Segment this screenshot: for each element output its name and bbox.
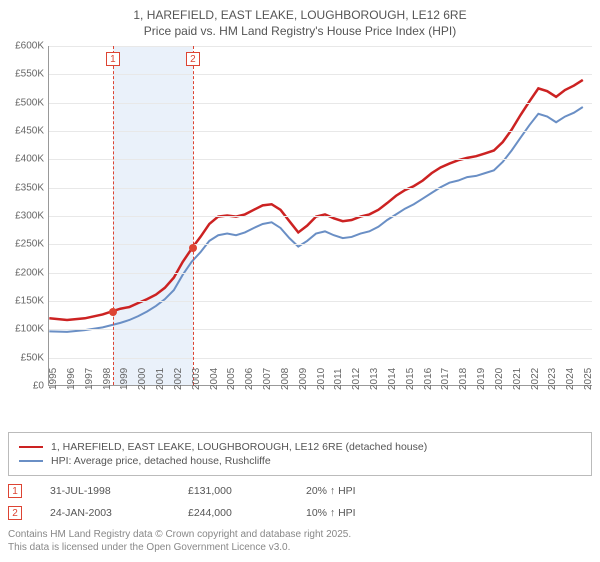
y-tick-label: £250K bbox=[15, 239, 44, 250]
sale-price: £244,000 bbox=[188, 507, 278, 519]
y-tick-label: £150K bbox=[15, 296, 44, 307]
gridline bbox=[49, 301, 592, 302]
y-tick-label: £550K bbox=[15, 69, 44, 80]
y-tick-label: £500K bbox=[15, 97, 44, 108]
x-tick-label: 2012 bbox=[351, 368, 362, 390]
x-tick-label: 2021 bbox=[512, 368, 523, 390]
y-tick-label: £100K bbox=[15, 324, 44, 335]
x-tick-label: 2005 bbox=[226, 368, 237, 390]
chart-container: £0 £50K £100K £150K £200K £250K £300K £350K £400… bbox=[8, 46, 592, 426]
x-tick-label: 2007 bbox=[262, 368, 273, 390]
x-tick-label: 2020 bbox=[494, 368, 505, 390]
x-tick-label: 2022 bbox=[530, 368, 541, 390]
legend-box: 1, HAREFIELD, EAST LEAKE, LOUGHBOROUGH, … bbox=[8, 432, 592, 476]
y-tick-label: £0 bbox=[33, 381, 44, 392]
sale-delta: 10% ↑ HPI bbox=[306, 507, 356, 519]
sale-delta: 20% ↑ HPI bbox=[306, 485, 356, 497]
x-tick-label: 2002 bbox=[173, 368, 184, 390]
marker-dot bbox=[109, 308, 117, 316]
legend-item: 1, HAREFIELD, EAST LEAKE, LOUGHBOROUGH, … bbox=[19, 441, 581, 453]
sale-badge: 2 bbox=[8, 506, 22, 520]
x-tick-label: 2019 bbox=[476, 368, 487, 390]
x-tick-label: 1999 bbox=[119, 368, 130, 390]
marker-line bbox=[113, 46, 114, 385]
x-tick-label: 1996 bbox=[66, 368, 77, 390]
legend-label: 1, HAREFIELD, EAST LEAKE, LOUGHBOROUGH, … bbox=[51, 441, 427, 453]
y-tick-label: £50K bbox=[21, 352, 44, 363]
gridline bbox=[49, 46, 592, 47]
gridline bbox=[49, 244, 592, 245]
series-price_paid bbox=[49, 80, 583, 320]
x-tick-label: 2023 bbox=[547, 368, 558, 390]
legend-swatch bbox=[19, 460, 43, 462]
marker-line bbox=[193, 46, 194, 385]
y-tick-label: £600K bbox=[15, 41, 44, 52]
y-tick-label: £350K bbox=[15, 182, 44, 193]
gridline bbox=[49, 131, 592, 132]
sale-date: 24-JAN-2003 bbox=[50, 507, 160, 519]
footnote-line2: This data is licensed under the Open Gov… bbox=[8, 541, 592, 554]
sale-row: 2 24-JAN-2003 £244,000 10% ↑ HPI bbox=[8, 506, 592, 520]
x-tick-label: 2018 bbox=[458, 368, 469, 390]
chart-title-line2: Price paid vs. HM Land Registry's House … bbox=[8, 24, 592, 38]
x-tick-label: 2017 bbox=[440, 368, 451, 390]
marker-badge: 1 bbox=[106, 52, 120, 66]
y-tick-label: £300K bbox=[15, 211, 44, 222]
gridline bbox=[49, 188, 592, 189]
gridline bbox=[49, 74, 592, 75]
footnote-line1: Contains HM Land Registry data © Crown c… bbox=[8, 528, 592, 541]
legend-item: HPI: Average price, detached house, Rush… bbox=[19, 455, 581, 467]
legend-label: HPI: Average price, detached house, Rush… bbox=[51, 455, 271, 467]
x-tick-label: 1997 bbox=[84, 368, 95, 390]
y-tick-label: £400K bbox=[15, 154, 44, 165]
marker-dot bbox=[189, 244, 197, 252]
x-tick-label: 2015 bbox=[405, 368, 416, 390]
x-tick-label: 2025 bbox=[583, 368, 594, 390]
x-tick-label: 2016 bbox=[423, 368, 434, 390]
y-axis: £0£50K£100K£150K£200K£250K£300K£350K£400… bbox=[8, 46, 48, 386]
x-tick-label: 1998 bbox=[102, 368, 113, 390]
x-tick-label: 2010 bbox=[316, 368, 327, 390]
x-tick-label: 2013 bbox=[369, 368, 380, 390]
x-tick-label: 2008 bbox=[280, 368, 291, 390]
gridline bbox=[49, 329, 592, 330]
gridline bbox=[49, 358, 592, 359]
x-tick-label: 1995 bbox=[48, 368, 59, 390]
y-tick-label: £450K bbox=[15, 126, 44, 137]
plot-area: 12 bbox=[48, 46, 592, 386]
x-tick-label: 2001 bbox=[155, 368, 166, 390]
x-tick-label: 2003 bbox=[191, 368, 202, 390]
legend-swatch bbox=[19, 446, 43, 448]
gridline bbox=[49, 216, 592, 217]
sale-date: 31-JUL-1998 bbox=[50, 485, 160, 497]
sales-list: 1 31-JUL-1998 £131,000 20% ↑ HPI 2 24-JAN-200… bbox=[8, 484, 592, 520]
x-axis: 1995199619971998199920002001200220032004… bbox=[48, 386, 592, 426]
marker-badge: 2 bbox=[186, 52, 200, 66]
x-tick-label: 2011 bbox=[333, 368, 344, 390]
footnote: Contains HM Land Registry data © Crown c… bbox=[8, 528, 592, 554]
sale-badge: 1 bbox=[8, 484, 22, 498]
chart-title-line1: 1, HAREFIELD, EAST LEAKE, LOUGHBOROUGH, … bbox=[8, 8, 592, 22]
x-tick-label: 2004 bbox=[209, 368, 220, 390]
x-tick-label: 2000 bbox=[137, 368, 148, 390]
sale-price: £131,000 bbox=[188, 485, 278, 497]
x-tick-label: 2014 bbox=[387, 368, 398, 390]
gridline bbox=[49, 103, 592, 104]
gridline bbox=[49, 159, 592, 160]
x-tick-label: 2009 bbox=[298, 368, 309, 390]
gridline bbox=[49, 273, 592, 274]
x-tick-label: 2006 bbox=[244, 368, 255, 390]
x-tick-label: 2024 bbox=[565, 368, 576, 390]
y-tick-label: £200K bbox=[15, 267, 44, 278]
sale-row: 1 31-JUL-1998 £131,000 20% ↑ HPI bbox=[8, 484, 592, 498]
